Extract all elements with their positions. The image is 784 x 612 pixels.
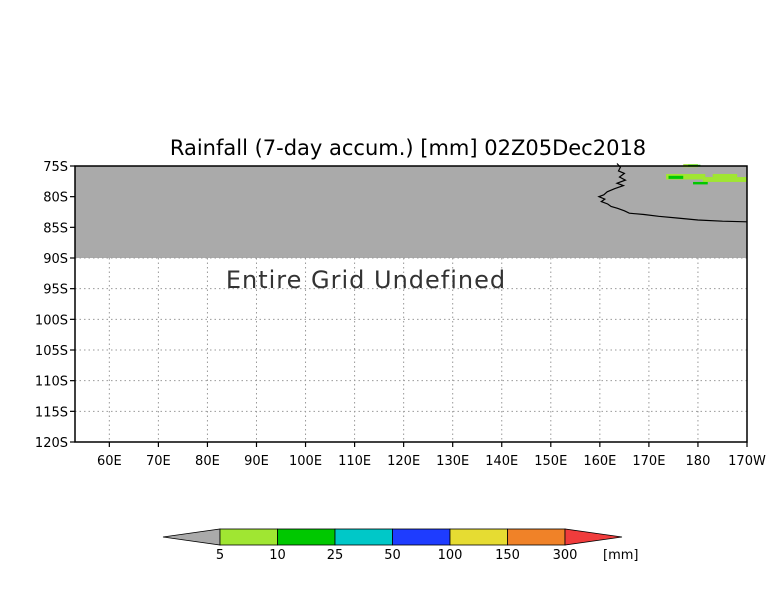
lat-tick-label: 80S xyxy=(43,191,68,206)
lon-tick-label: 160E xyxy=(583,454,616,469)
lon-tick-label: 140E xyxy=(485,454,518,469)
map-title: Rainfall (7-day accum.) [mm] 02Z05Dec201… xyxy=(170,136,646,160)
legend-label: 100 xyxy=(438,548,463,563)
lon-tick-label: 100E xyxy=(289,454,322,469)
legend-unit: [mm] xyxy=(603,548,638,563)
latitude-axis: 75S 80S 85S 90S 95S 100S 105S 110S 115S 120S xyxy=(35,160,75,451)
rain-patch xyxy=(668,175,684,179)
color-legend: 5 10 25 50 100 150 300 [mm] xyxy=(162,528,638,563)
rain-patch xyxy=(702,177,747,182)
lat-tick-label: 105S xyxy=(35,344,68,359)
antarctic-coastline xyxy=(597,163,748,223)
legend-swatch xyxy=(507,528,566,546)
lat-tick-label: 75S xyxy=(43,160,68,175)
legend-swatch xyxy=(334,528,393,546)
legend-label: 10 xyxy=(269,548,286,563)
lon-tick-label: 70E xyxy=(146,454,171,469)
legend-above-triangle xyxy=(564,528,623,546)
rain-patch xyxy=(693,181,708,185)
lon-tick-label: 170W xyxy=(728,454,766,469)
legend-below-triangle xyxy=(162,528,221,546)
map-plot-area: 75S 80S 85S 90S 95S 100S 105S 110S 115S 120S 60E 7… xyxy=(35,160,766,469)
undefined-data-region xyxy=(75,166,747,258)
rain-patch xyxy=(712,173,738,178)
graticule xyxy=(75,257,747,442)
lon-tick-label: 150E xyxy=(534,454,567,469)
legend-label: 25 xyxy=(327,548,344,563)
legend-swatch xyxy=(277,528,336,546)
lon-tick-label: 60E xyxy=(97,454,122,469)
lat-tick-label: 95S xyxy=(43,283,68,298)
map-frame xyxy=(74,165,748,443)
lon-tick-label: 80E xyxy=(195,454,220,469)
lat-tick-label: 115S xyxy=(35,405,68,420)
legend-label: 150 xyxy=(495,548,520,563)
lat-tick-label: 120S xyxy=(35,436,68,451)
lon-tick-label: 170E xyxy=(632,454,665,469)
lat-tick-label: 100S xyxy=(35,313,68,328)
lat-tick-label: 110S xyxy=(35,375,68,390)
rain-patch xyxy=(666,173,706,180)
lon-tick-label: 90E xyxy=(244,454,269,469)
legend-label: 50 xyxy=(384,548,401,563)
lon-tick-label: 130E xyxy=(436,454,469,469)
lon-tick-label: 180 xyxy=(686,454,711,469)
legend-swatch xyxy=(392,528,451,546)
lat-tick-label: 90S xyxy=(43,252,68,267)
legend-swatch xyxy=(449,528,508,546)
legend-label: 5 xyxy=(216,548,224,563)
lon-tick-label: 110E xyxy=(338,454,371,469)
legend-label: 300 xyxy=(553,548,578,563)
lat-tick-label: 85S xyxy=(43,221,68,236)
legend-swatch xyxy=(219,528,278,546)
lon-tick-label: 120E xyxy=(387,454,420,469)
longitude-axis: 60E 70E 80E 90E 100E 110E 120E 130E 140E 150E 160E… xyxy=(97,442,766,469)
undefined-grid-message: Entire Grid Undefined xyxy=(226,266,506,294)
